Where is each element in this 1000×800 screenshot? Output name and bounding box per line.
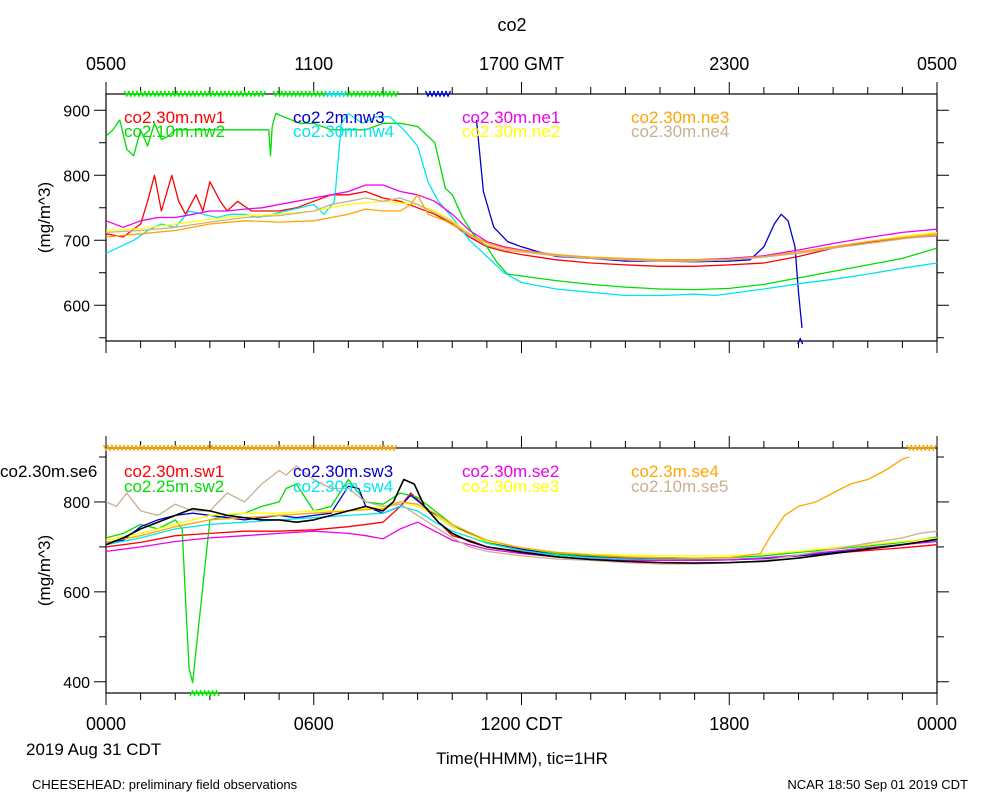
series-line-co2.2m.nw3	[475, 119, 803, 329]
series-group	[106, 112, 937, 329]
top-axis-tick-label: 1100	[294, 54, 333, 74]
top-axis-tick-label: 0500	[86, 54, 126, 74]
legend-entry: co2.30m.ne3	[631, 108, 729, 127]
footer-left: CHEESEHEAD: preliminary field observatio…	[32, 777, 298, 792]
legend-entry: co2.25m.sw2	[124, 477, 224, 496]
legend-entry: co2.30m.ne4	[631, 122, 729, 141]
top-panel: 600 700 800 900 (mg/m^3) 0500 1100 1700 GMT 2300…	[35, 54, 957, 353]
bottom-axis-tick-label: 0000	[917, 714, 957, 734]
series-line-co2.30m.nw4	[106, 112, 937, 297]
edge-marker-top	[424, 90, 452, 98]
legend-entry: co2.30m.sw1	[124, 462, 224, 481]
edge-marker-top	[102, 444, 398, 452]
y-tick-label: 900	[63, 103, 90, 120]
legend-entry: co2.30m.sw4	[293, 477, 393, 496]
y-tick-label: 800	[63, 168, 90, 185]
edge-marker-bottom	[189, 689, 220, 697]
series-line-co2.25m.sw2	[106, 478, 937, 684]
top-axis-tick-label: 0500	[917, 54, 957, 74]
series-line-co2.3m.se4	[106, 456, 910, 559]
figure-title: co2	[497, 15, 526, 35]
edge-marker-top	[906, 444, 937, 452]
series-line-co2.30m.ne3	[106, 194, 937, 261]
series-line-co2.30m.se6	[106, 478, 937, 564]
legend-entry: co2.2m.nw3	[293, 108, 385, 127]
edge-marker-bottom	[797, 337, 804, 345]
top-axis-tick-label: 1700 GMT	[479, 54, 564, 74]
series-group	[106, 456, 937, 684]
series-line-co2.30m.se3	[106, 501, 937, 557]
y-tick-label: 600	[63, 298, 90, 315]
series-line-co2.30m.nw1	[106, 174, 937, 267]
edge-marker-top	[324, 90, 347, 98]
x-axis-label: Time(HHMM), tic=1HR	[436, 749, 608, 768]
y-tick-label: 600	[63, 585, 90, 602]
legend-entry: co2.10m.se5	[631, 477, 728, 496]
legend-entry: co2.10m.nw2	[124, 122, 225, 141]
legend-entry: co2.30m.ne1	[462, 108, 560, 127]
bottom-axis-tick-label: 1200 CDT	[480, 714, 562, 734]
footer-right: NCAR 18:50 Sep 01 2019 CDT	[787, 777, 968, 792]
series-line-co2.30m.ne4	[106, 197, 937, 262]
edge-marker-top	[123, 90, 266, 98]
date-label: 2019 Aug 31 CDT	[26, 740, 161, 759]
legend-entry: co2.30m.se2	[462, 462, 559, 481]
bottom-axis-tick-label: 1800	[709, 714, 749, 734]
y-tick-label: 400	[63, 675, 90, 692]
legend-entry: co2.30m.se6	[0, 462, 97, 481]
y-tick-label: 800	[63, 495, 90, 512]
y-axis-label: (mg/m^3)	[35, 535, 54, 606]
y-tick-label: 700	[63, 233, 90, 250]
legend-entry: co2.30m.ne2	[462, 122, 560, 141]
legend-entry: co2.3m.se4	[631, 462, 719, 481]
legend-entry: co2.30m.sw3	[293, 462, 393, 481]
bottom-axis-tick-label: 0000	[86, 714, 126, 734]
legend-entry: co2.30m.nw1	[124, 108, 225, 127]
bottom-panel: 400 600 800 (mg/m^3) 0000 0600 1200 CDT 1800 000…	[0, 436, 957, 734]
bottom-axis-tick-label: 0600	[294, 714, 334, 734]
legend-entry: co2.30m.nw4	[293, 122, 394, 141]
top-axis-tick-label: 2300	[709, 54, 749, 74]
legend-entry: co2.30m.se3	[462, 477, 559, 496]
series-line-co2.10m.nw2	[106, 112, 937, 291]
series-line-co2.30m.se2	[106, 521, 937, 562]
y-axis-label: (mg/m^3)	[35, 182, 54, 253]
